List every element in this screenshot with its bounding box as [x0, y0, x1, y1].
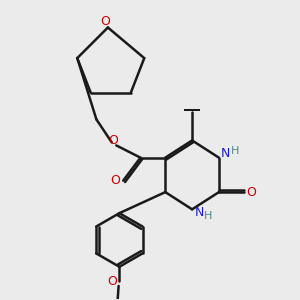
Text: O: O [111, 174, 121, 187]
Text: H: H [204, 211, 212, 221]
Text: N: N [194, 206, 204, 219]
Text: N: N [221, 147, 230, 160]
Text: O: O [109, 134, 118, 147]
Text: O: O [107, 275, 117, 288]
Text: H: H [231, 146, 239, 156]
Text: O: O [247, 186, 256, 199]
Text: O: O [100, 15, 110, 28]
